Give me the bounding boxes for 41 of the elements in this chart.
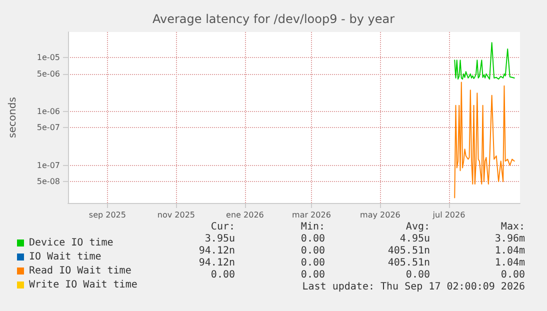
x-tick-label: ene 2026 [226,210,264,220]
text: 405.51n [388,258,430,268]
x-tick-label: mar 2026 [292,210,331,220]
text: Avg: [406,222,430,232]
text: 4.95u [400,234,430,244]
y-tick-label: 1e-07 [36,160,60,170]
text: 3.96m [494,234,526,244]
line-series [454,82,515,198]
legend-label: Read IO Wait time [29,266,132,276]
text: Last update: Thu Sep 17 02:00:09 2026 [302,282,526,292]
text: 0.00 [210,270,236,280]
y-axis-title: seconds [8,97,18,138]
line-series [454,42,515,80]
text: 0.00 [300,270,326,280]
x-tick-label: jul 2026 [432,210,466,220]
y-tick-label: 1e-06 [36,107,60,116]
legend-label: IO Wait time [29,252,102,262]
y-tick-label: 1e-05 [36,53,60,62]
text: 1.04m [494,246,526,256]
text: Cur: [210,222,236,232]
text: 94.12n [198,258,235,268]
text: 0.00 [300,234,326,244]
text: 0.00 [300,258,326,268]
x-tick-label: nov 2025 [157,210,196,220]
y-tick-label: 5e-07 [36,123,60,132]
legend-label: Device IO time [29,238,114,248]
text: 405.51n [388,246,430,256]
x-tick-label: may 2026 [360,210,400,220]
y-tick-label: 5e-06 [36,69,60,78]
legend-label: Write IO Wait time [29,280,138,290]
y-tick-label: 5e-08 [36,177,60,186]
text: 3.95u [204,234,236,244]
text: 0.00 [300,246,326,256]
text: Max: [500,222,526,232]
text: 0.00 [406,270,430,280]
text: Min: [300,222,326,232]
chart-title: Average latency for /dev/loop9 - by year [152,12,395,26]
text: 1.04m [494,258,526,268]
text: 0.00 [500,270,526,280]
x-tick-label: sep 2025 [88,210,126,220]
text: 94.12n [198,246,235,256]
